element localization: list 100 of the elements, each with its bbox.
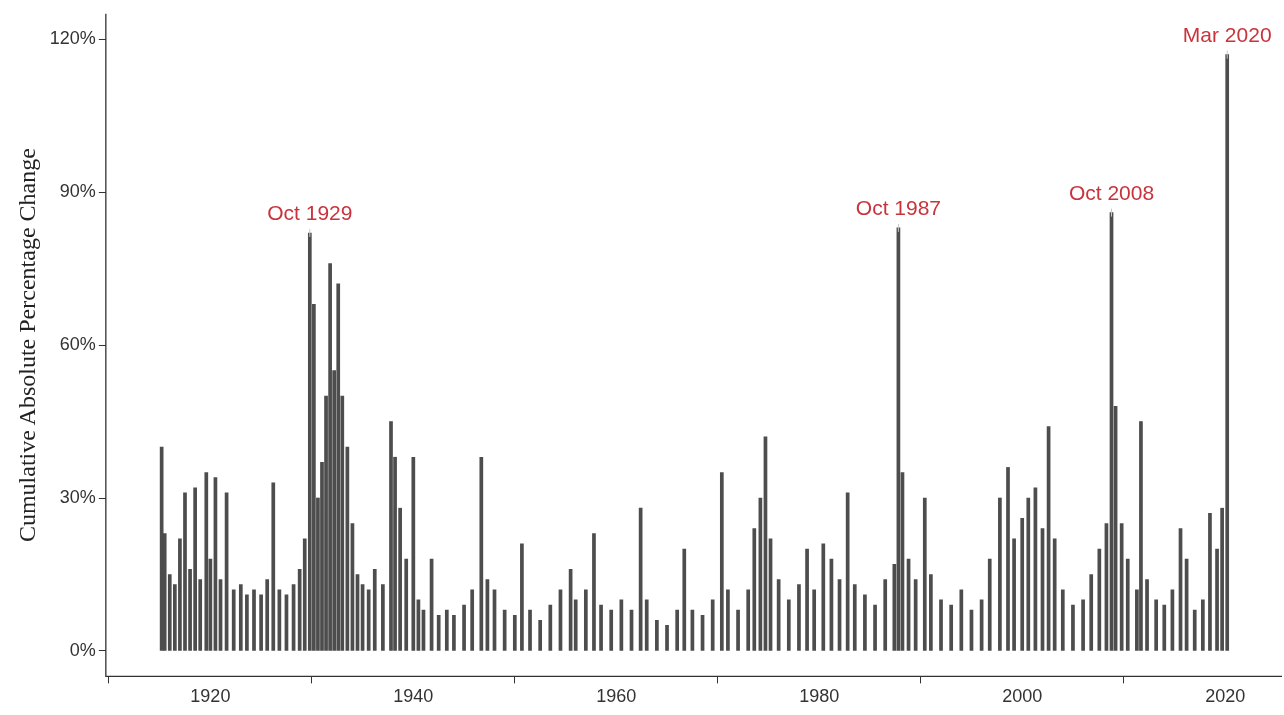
bar	[592, 533, 596, 651]
bar	[271, 482, 276, 651]
y-tick-label: 60%	[59, 334, 96, 355]
bar	[929, 574, 933, 651]
bar	[609, 609, 614, 651]
bar	[655, 620, 659, 651]
bar	[675, 609, 680, 651]
bar	[959, 589, 964, 651]
bar	[159, 446, 164, 651]
bar	[845, 492, 850, 651]
x-tick-label: 1980	[799, 686, 840, 707]
bar	[1060, 589, 1065, 651]
bar	[786, 599, 791, 651]
bar	[665, 625, 669, 651]
bar	[245, 594, 249, 651]
annotation: Mar 2020	[1182, 22, 1272, 46]
bar	[1006, 467, 1010, 651]
y-tick-label: 120%	[49, 28, 96, 49]
bar	[502, 609, 507, 651]
bar	[452, 614, 456, 651]
bar	[939, 599, 943, 651]
bar	[520, 543, 524, 651]
y-tick-label: 30%	[59, 486, 96, 507]
bar	[389, 421, 393, 651]
x-tick-label: 1940	[393, 686, 434, 707]
x-tick-label: 1920	[190, 686, 231, 707]
annotation: Oct 1987	[855, 196, 942, 220]
bar	[863, 594, 867, 651]
bar	[599, 604, 603, 651]
bar	[644, 599, 649, 651]
x-tick-label: 2000	[1002, 686, 1043, 707]
bar	[328, 263, 332, 651]
bar	[746, 589, 751, 651]
bar	[1097, 548, 1102, 651]
bar	[470, 589, 475, 651]
bar	[238, 584, 243, 651]
bar	[805, 548, 809, 651]
bar	[812, 589, 817, 651]
bar	[583, 589, 588, 651]
bar	[719, 472, 724, 651]
bar	[548, 604, 553, 651]
bar	[436, 614, 441, 651]
bar	[1154, 599, 1159, 651]
bar	[1026, 497, 1031, 651]
bar	[726, 589, 730, 651]
bar	[1089, 574, 1094, 651]
bar	[252, 589, 256, 651]
bar	[1081, 599, 1085, 651]
y-tick-label: 0%	[69, 639, 96, 660]
bar	[797, 584, 801, 651]
bar	[776, 579, 781, 651]
bar	[987, 558, 992, 651]
bar	[873, 604, 877, 651]
bar	[682, 548, 687, 651]
bar	[1071, 604, 1075, 651]
bar	[444, 609, 449, 651]
bar	[922, 497, 927, 651]
bar	[998, 497, 1002, 651]
bar	[381, 584, 385, 651]
bar	[372, 569, 377, 651]
bar	[1139, 421, 1143, 651]
bar	[710, 599, 715, 651]
bar	[411, 456, 416, 651]
bar	[736, 609, 740, 651]
bar	[913, 579, 918, 651]
bar	[1125, 558, 1130, 651]
bar	[883, 579, 888, 651]
bar	[404, 558, 409, 651]
annotation: Oct 1929	[267, 201, 353, 225]
annotation: Oct 2008	[1068, 180, 1155, 204]
bar	[366, 589, 371, 651]
x-tick-label: 1960	[596, 686, 637, 707]
bar	[204, 472, 209, 651]
bar	[1119, 523, 1124, 651]
bar	[1012, 538, 1016, 651]
bar	[479, 456, 484, 651]
bar	[1192, 609, 1197, 651]
bar	[307, 232, 312, 651]
bar	[512, 614, 517, 651]
bar	[1162, 604, 1167, 651]
bar	[752, 528, 757, 651]
bar	[259, 594, 263, 651]
bar	[1052, 538, 1057, 651]
bar	[528, 609, 532, 651]
bar	[231, 589, 236, 651]
bar	[1020, 518, 1025, 651]
bar	[1208, 512, 1212, 651]
x-tick-label: 2020	[1205, 686, 1246, 707]
bar	[538, 620, 543, 651]
bar	[852, 584, 857, 651]
bar	[573, 599, 578, 651]
bar	[821, 543, 826, 651]
bar	[1145, 579, 1149, 651]
bar	[265, 579, 270, 651]
bar	[949, 604, 954, 651]
y-tick-label: 90%	[59, 181, 96, 202]
y-axis-title: Cumulative Absolute Percentage Change	[13, 148, 40, 543]
bar	[336, 283, 341, 651]
bar	[1200, 599, 1205, 651]
bar	[462, 604, 466, 651]
